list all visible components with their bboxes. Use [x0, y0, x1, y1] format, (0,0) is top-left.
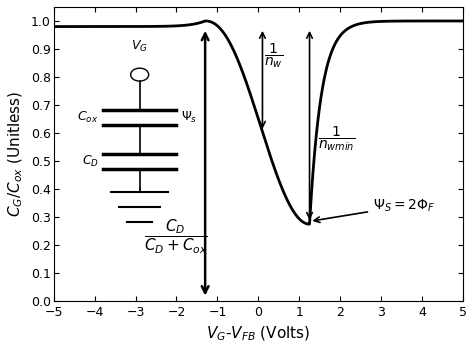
- Text: $\Psi_S = 2\Phi_F$: $\Psi_S = 2\Phi_F$: [314, 198, 435, 223]
- Text: $\Psi_s$: $\Psi_s$: [181, 110, 197, 125]
- Text: $\dfrac{1}{n_w}$: $\dfrac{1}{n_w}$: [264, 42, 283, 70]
- Text: $V_G$: $V_G$: [131, 39, 148, 54]
- Text: $C_D$: $C_D$: [82, 154, 99, 169]
- X-axis label: $V_G$-$V_{FB}$ (Volts): $V_G$-$V_{FB}$ (Volts): [206, 325, 310, 343]
- Text: $C_{ox}$: $C_{ox}$: [77, 110, 99, 125]
- Text: $\dfrac{C_D}{C_D + C_{ox}}$: $\dfrac{C_D}{C_D + C_{ox}}$: [145, 217, 209, 256]
- Y-axis label: $C_G$/$C_{ox}$ (Unitless): $C_G$/$C_{ox}$ (Unitless): [7, 91, 25, 217]
- Text: $\dfrac{1}{n_{wmin}}$: $\dfrac{1}{n_{wmin}}$: [318, 124, 355, 153]
